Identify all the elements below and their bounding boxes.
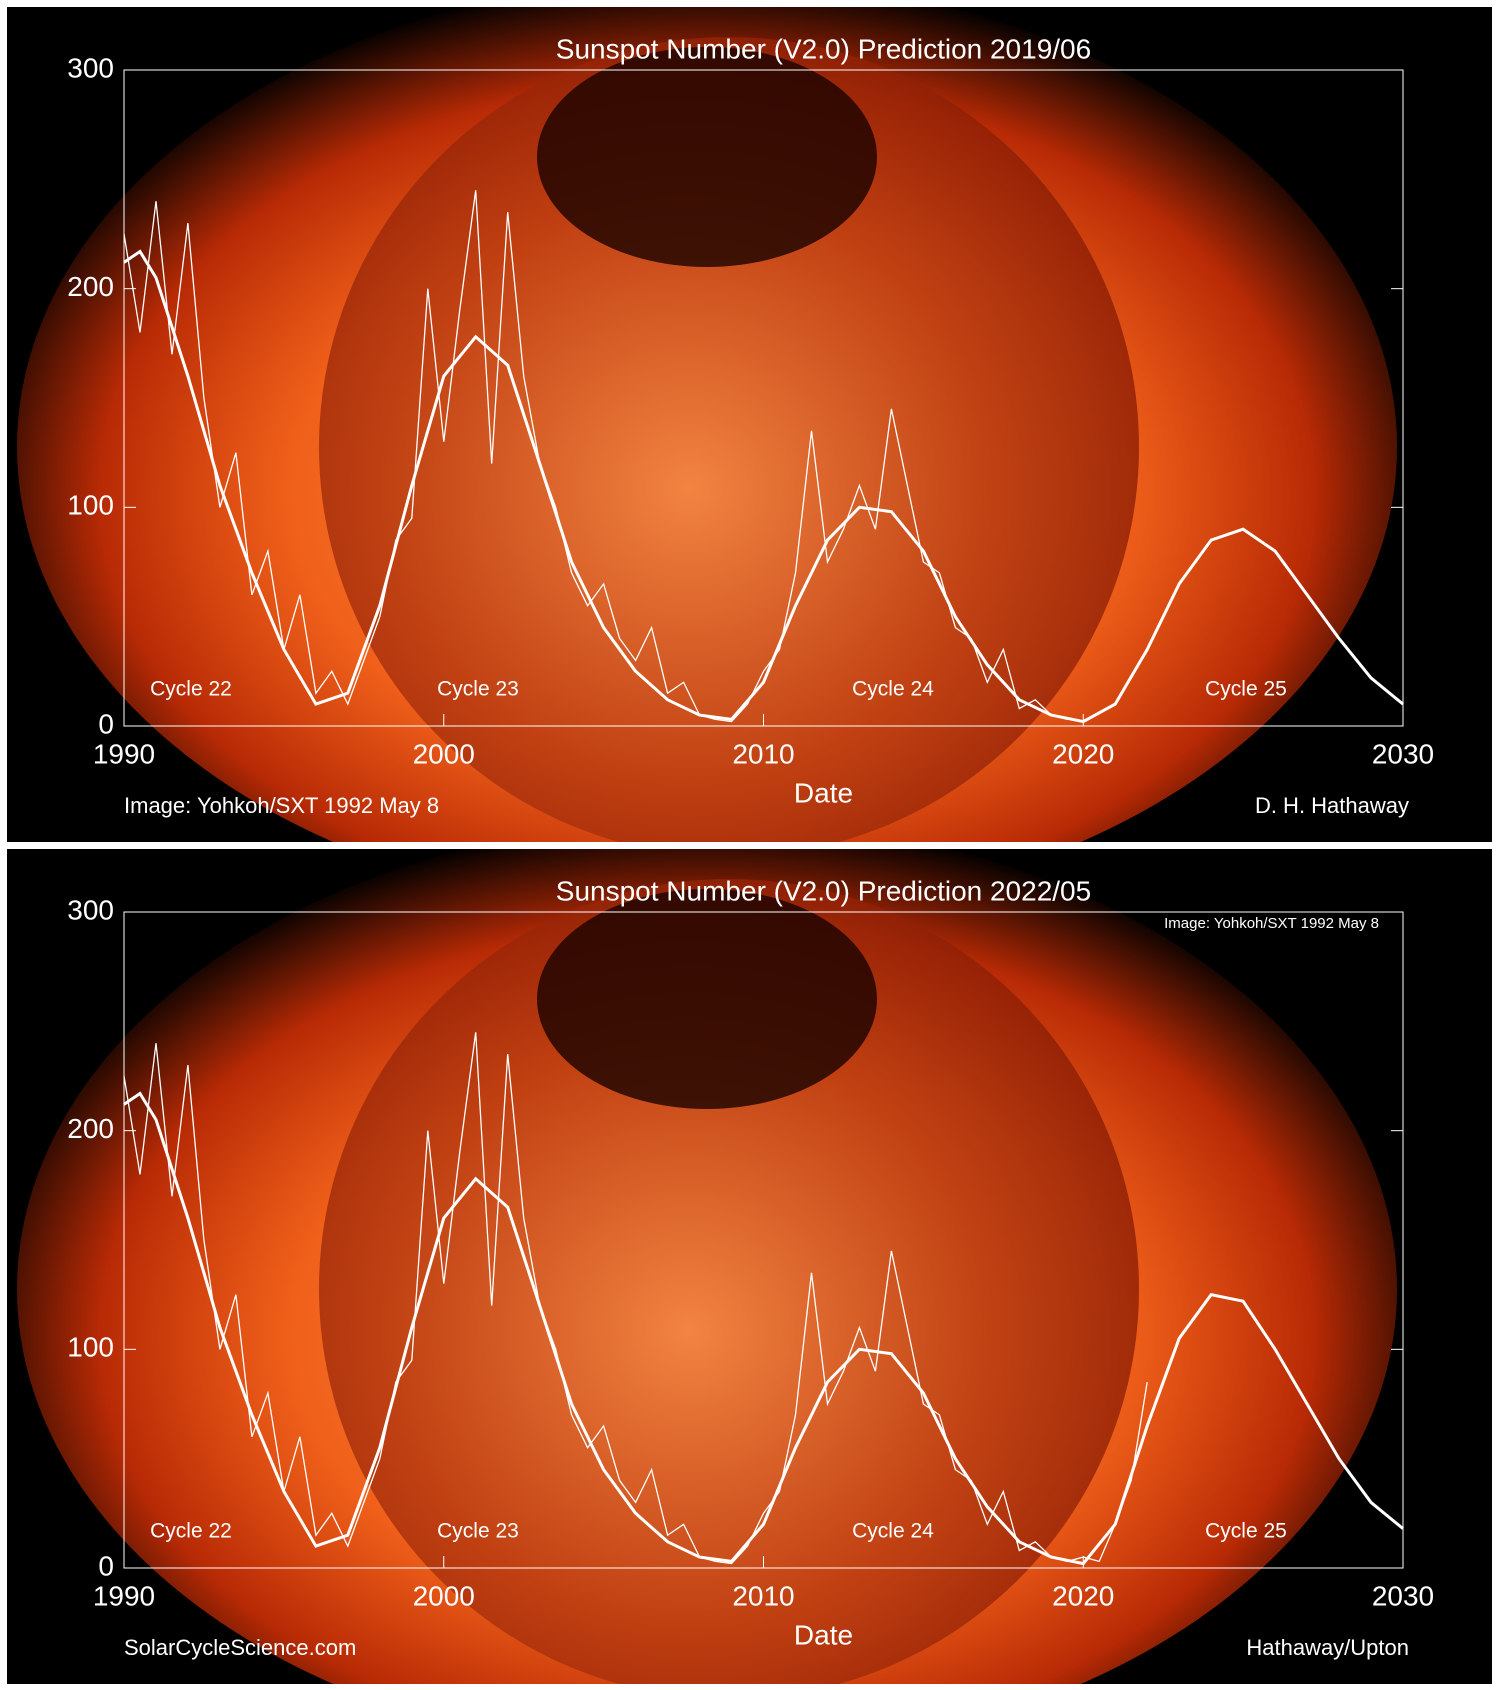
y-tick-label: 100 [67, 1332, 114, 1363]
y-tick-label: 200 [67, 1113, 114, 1144]
coronal-hole [537, 889, 877, 1109]
chart-panel: 0 100 200 300 1990 2000 2010 2020 2030 Sunspot Nu… [7, 7, 1492, 842]
cycle-label: Cycle 22 [150, 678, 232, 701]
chart-panel: 0 100 200 300 1990 2000 2010 2020 2030 Sunspot Nu… [7, 849, 1492, 1684]
y-tick-label: 300 [67, 52, 114, 83]
chart-title: Sunspot Number (V2.0) Prediction 2022/05 [556, 875, 1091, 906]
credit-left: SolarCycleScience.com [124, 1635, 356, 1660]
y-tick-label: 100 [67, 490, 114, 521]
cycle-label: Cycle 25 [1205, 1520, 1287, 1543]
image-credit: Image: Yohkoh/SXT 1992 May 8 [1164, 915, 1379, 932]
credit-right: Hathaway/Upton [1246, 1635, 1409, 1660]
chart-title: Sunspot Number (V2.0) Prediction 2019/06 [556, 33, 1091, 64]
cycle-label: Cycle 25 [1205, 678, 1287, 701]
series-line [123, 1032, 1148, 1565]
cycle-label: Cycle 24 [852, 1520, 934, 1543]
series-line [123, 190, 1068, 723]
x-tick-label: 2030 [1372, 1580, 1434, 1611]
x-tick-label: 1990 [93, 738, 155, 769]
x-tick-label: 2000 [413, 1580, 475, 1611]
cycle-label: Cycle 23 [437, 1520, 519, 1543]
series-line [123, 1091, 1404, 1566]
y-tick-label: 300 [67, 894, 114, 925]
cycle-label: Cycle 22 [150, 1520, 232, 1543]
cycle-label: Cycle 24 [852, 678, 934, 701]
series-line [123, 249, 1404, 724]
coronal-hole [537, 47, 877, 267]
y-tick-label: 200 [67, 271, 114, 302]
x-tick-label: 2010 [732, 1580, 794, 1611]
credit-right: D. H. Hathaway [1255, 793, 1409, 818]
sun-disc [319, 37, 1139, 842]
x-tick-label: 2020 [1052, 1580, 1114, 1611]
y-tick-label: 0 [98, 1550, 114, 1581]
x-tick-label: 2000 [413, 738, 475, 769]
x-axis-label: Date [794, 777, 853, 808]
x-tick-label: 1990 [93, 1580, 155, 1611]
credit-left: Image: Yohkoh/SXT 1992 May 8 [124, 793, 439, 818]
sun-disc [319, 879, 1139, 1684]
x-tick-label: 2010 [732, 738, 794, 769]
cycle-label: Cycle 23 [437, 678, 519, 701]
x-axis-label: Date [794, 1619, 853, 1650]
x-tick-label: 2030 [1372, 738, 1434, 769]
x-tick-label: 2020 [1052, 738, 1114, 769]
y-tick-label: 0 [98, 708, 114, 739]
